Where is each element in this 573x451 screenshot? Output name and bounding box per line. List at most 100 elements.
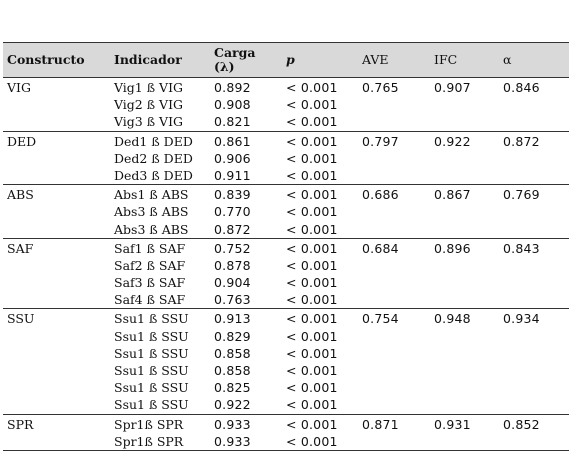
header-p: p	[286, 52, 295, 67]
indicador-cell: Saf1 ß SAF Saf2 ß SAF Saf3 ß SAF Saf4 ß SAF	[110, 240, 210, 309]
header-carga-label: Carga	[214, 45, 256, 60]
construct-group: ABS Abs1 ß ABS Abs3 ß ABS Abs3 ß ABS 0.839 0.…	[3, 185, 569, 239]
carga-value: 0.861	[214, 133, 251, 149]
carga-cell: 0.752 0.878 0.904 0.763	[210, 240, 282, 309]
indicador-name: Ded1 ß DED	[114, 133, 193, 149]
ifc-value: 0.867	[434, 187, 471, 203]
constructo-cell: SPR	[3, 416, 110, 450]
p-cell: < 0.001 < 0.001 < 0.001	[282, 79, 358, 131]
carga-value: 0.763	[214, 292, 251, 308]
ifc-cell: 0.948	[430, 310, 499, 413]
carga-value: 0.872	[214, 221, 251, 237]
construct-group: SSU Ssu1 ß SSU Ssu1 ß SSU Ssu1 ß SSU Ssu1 ß …	[3, 309, 569, 415]
header-carga-symbol: (λ)	[214, 59, 235, 74]
ifc-cell: 0.931	[430, 416, 499, 450]
indicador-name: Ssu1 ß SSU	[114, 363, 189, 378]
table-body: VIG Vig1 ß VIG Vig2 ß VIG Vig3 ß VIG 0.892 0.…	[3, 78, 569, 451]
ave-value: 0.797	[362, 133, 399, 149]
header-alpha: α	[503, 52, 512, 67]
ifc-value: 0.907	[434, 80, 471, 95]
carga-value: 0.878	[214, 257, 251, 273]
ifc-value: 0.922	[434, 133, 471, 149]
alpha-value: 0.846	[503, 80, 540, 95]
indicador-name: Vig3 ß VIG	[114, 114, 184, 130]
carga-value: 0.825	[214, 380, 251, 396]
constructo-name: DED	[7, 133, 37, 149]
ave-cell: 0.797	[358, 133, 430, 185]
p-value: < 0.001	[286, 257, 338, 273]
alpha-value: 0.843	[503, 240, 540, 256]
constructo-cell: DED	[3, 133, 110, 185]
carga-value: 0.858	[214, 363, 251, 378]
ave-value: 0.765	[362, 80, 399, 95]
alpha-cell: 0.934	[499, 310, 569, 413]
p-value: < 0.001	[286, 416, 338, 432]
constructo-name: SSU	[7, 311, 35, 327]
indicador-name: Ssu1 ß SSU	[114, 397, 189, 413]
p-value: < 0.001	[286, 433, 338, 449]
indicador-name: Vig2 ß VIG	[114, 97, 184, 113]
p-value: < 0.001	[286, 80, 338, 95]
p-value: < 0.001	[286, 397, 338, 413]
alpha-cell: 0.843	[499, 240, 569, 309]
carga-value: 0.933	[214, 433, 251, 449]
p-value: < 0.001	[286, 345, 338, 361]
carga-value: 0.913	[214, 311, 251, 327]
header-carga: Carga (λ)	[210, 46, 282, 74]
alpha-cell: 0.846	[499, 79, 569, 131]
indicador-name: Saf3 ß SAF	[114, 275, 186, 291]
carga-value: 0.752	[214, 240, 251, 256]
indicador-name: Abs3 ß ABS	[114, 204, 189, 220]
ave-value: 0.871	[362, 416, 399, 432]
results-table: Constructo Indicador Carga (λ) p AVE IFC…	[3, 42, 569, 451]
carga-value: 0.933	[214, 416, 251, 432]
ifc-value: 0.948	[434, 311, 471, 327]
ifc-value: 0.931	[434, 416, 471, 432]
p-cell: < 0.001 < 0.001 < 0.001 < 0.001	[282, 240, 358, 309]
indicador-name: Saf4 ß SAF	[114, 292, 186, 308]
header-indicador: Indicador	[114, 52, 182, 67]
indicador-name: Abs3 ß ABS	[114, 221, 189, 237]
indicador-name: Abs1 ß ABS	[114, 187, 189, 203]
p-value: < 0.001	[286, 167, 338, 183]
p-cell: < 0.001 < 0.001 < 0.001	[282, 133, 358, 185]
ifc-cell: 0.907	[430, 79, 499, 131]
carga-value: 0.908	[214, 97, 251, 113]
constructo-name: SPR	[7, 416, 34, 432]
p-value: < 0.001	[286, 221, 338, 237]
p-value: < 0.001	[286, 97, 338, 113]
ave-cell: 0.684	[358, 240, 430, 309]
alpha-value: 0.934	[503, 311, 540, 327]
carga-cell: 0.892 0.908 0.821	[210, 79, 282, 131]
alpha-value: 0.872	[503, 133, 540, 149]
p-value: < 0.001	[286, 292, 338, 308]
indicador-name: Spr1ß SPR	[114, 416, 184, 432]
p-value: < 0.001	[286, 187, 338, 203]
indicador-name: Saf2 ß SAF	[114, 257, 186, 273]
carga-value: 0.770	[214, 204, 251, 220]
alpha-value: 0.852	[503, 416, 540, 432]
ifc-cell: 0.867	[430, 186, 499, 238]
carga-cell: 0.861 0.906 0.911	[210, 133, 282, 185]
constructo-cell: ABS	[3, 186, 110, 238]
carga-value: 0.839	[214, 187, 251, 203]
carga-value: 0.906	[214, 150, 251, 166]
constructo-name: ABS	[7, 187, 34, 203]
indicador-name: Ssu1 ß SSU	[114, 380, 189, 396]
constructo-name: SAF	[7, 240, 34, 256]
constructo-cell: SSU	[3, 310, 110, 413]
constructo-name: VIG	[7, 80, 31, 95]
carga-value: 0.892	[214, 80, 251, 95]
p-value: < 0.001	[286, 363, 338, 378]
ave-cell: 0.765	[358, 79, 430, 131]
p-cell: < 0.001 < 0.001 < 0.001 < 0.001 < 0.001 < 0.0…	[282, 310, 358, 413]
indicador-name: Ssu1 ß SSU	[114, 311, 189, 327]
construct-group: DED Ded1 ß DED Ded2 ß DED Ded3 ß DED 0.861 0.…	[3, 132, 569, 186]
carga-cell: 0.913 0.829 0.858 0.858 0.825 0.922	[210, 310, 282, 413]
p-value: < 0.001	[286, 275, 338, 291]
indicador-cell: Ssu1 ß SSU Ssu1 ß SSU Ssu1 ß SSU Ssu1 ß SSU…	[110, 310, 210, 413]
p-value: < 0.001	[286, 204, 338, 220]
p-value: < 0.001	[286, 328, 338, 344]
p-value: < 0.001	[286, 380, 338, 396]
carga-value: 0.858	[214, 345, 251, 361]
